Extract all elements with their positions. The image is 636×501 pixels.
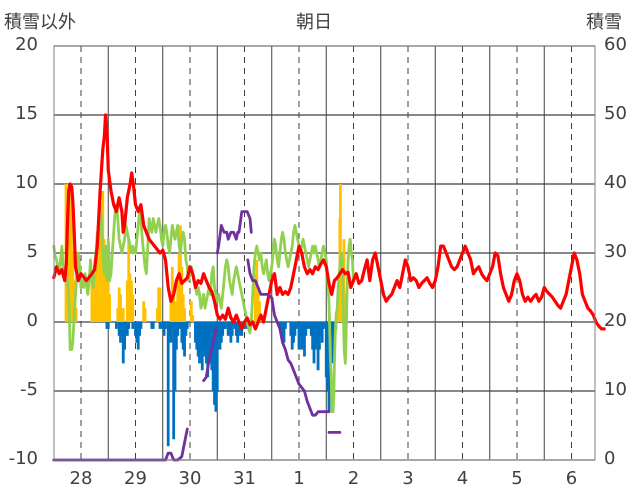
bar-yellow: [172, 287, 176, 322]
bar-blue: [173, 322, 177, 391]
bar-blue: [158, 322, 162, 329]
right-axis-title: 積雪: [586, 12, 622, 33]
y-left-tick-label: 15: [15, 103, 38, 124]
bar-blue: [320, 322, 324, 343]
bar-yellow: [143, 308, 147, 322]
y-right-tick-label: 40: [604, 172, 627, 193]
bar-blue: [106, 322, 110, 329]
y-right-tick-label: 60: [604, 34, 627, 55]
bar-yellow: [258, 301, 261, 322]
bar-blue: [183, 322, 186, 357]
x-tick-label: 30: [178, 468, 202, 489]
y-right-tick-label: 30: [604, 241, 627, 262]
bar-blue: [139, 322, 143, 329]
x-tick-label: 5: [511, 468, 523, 489]
series-line-4: [215, 210, 253, 255]
bar-blue: [226, 322, 230, 336]
x-tick-label: 31: [233, 468, 256, 489]
bar-yellow: [108, 294, 112, 322]
bar-blue: [322, 322, 325, 329]
bar-blue: [164, 322, 167, 329]
bar-blue: [224, 322, 227, 329]
x-tick-label: 3: [402, 468, 414, 489]
y-left-tick-label: -5: [20, 379, 38, 400]
x-tick-label: 4: [456, 468, 469, 489]
left-axis-title: 積雪以外: [4, 12, 76, 33]
bar-blue: [127, 322, 131, 329]
bar-blue: [185, 322, 189, 329]
x-tick-label: 1: [293, 468, 305, 489]
y-right-tick-label: 10: [604, 379, 627, 400]
bar-blue: [282, 322, 286, 343]
bar-blue: [166, 322, 170, 447]
y-left-tick-label: -10: [8, 448, 38, 469]
bar-yellow: [158, 287, 162, 322]
bar-blue: [283, 322, 287, 329]
bar-blue: [177, 322, 181, 329]
plot-frame: [53, 45, 596, 461]
y-left-tick-label: 5: [26, 241, 38, 262]
bar-blue: [294, 322, 298, 329]
series-line-1: [52, 203, 355, 414]
series-line-0: [52, 113, 606, 331]
bar-yellow: [183, 308, 186, 322]
x-tick-label: 29: [124, 468, 147, 489]
y-left-tick-label: 0: [26, 310, 38, 331]
bar-blue: [151, 322, 155, 329]
bar-blue: [303, 322, 306, 357]
chart-title: 朝日: [296, 12, 332, 33]
series-line-3: [202, 327, 218, 383]
bar-yellow: [74, 308, 78, 322]
bar-blue: [215, 322, 219, 391]
y-right-tick-label: 0: [604, 448, 616, 469]
bar-blue: [131, 322, 135, 329]
x-tick-label: 2: [347, 468, 360, 489]
y-left-tick-label: 20: [15, 34, 38, 55]
grid-layer: [54, 45, 595, 461]
bar-yellow: [71, 253, 75, 322]
y-left-tick-label: 10: [15, 172, 38, 193]
line-layer: [52, 113, 606, 462]
bar-blue: [305, 322, 309, 329]
bar-yellow: [191, 315, 195, 322]
bar-blue: [169, 322, 173, 343]
bar-blue: [232, 322, 235, 329]
bar-blue: [115, 322, 118, 329]
x-tick-label: 6: [565, 468, 578, 489]
bar-yellow: [131, 294, 135, 322]
x-tick-label: 28: [69, 468, 93, 489]
y-right-tick-label: 50: [604, 103, 627, 124]
series-line-5: [246, 258, 331, 417]
bar-layer: [64, 184, 347, 447]
bar-yellow: [90, 273, 94, 322]
y-right-tick-label: 20: [604, 310, 627, 331]
bar-yellow: [189, 301, 193, 322]
bar-yellow: [121, 308, 125, 322]
bar-yellow: [119, 294, 122, 322]
